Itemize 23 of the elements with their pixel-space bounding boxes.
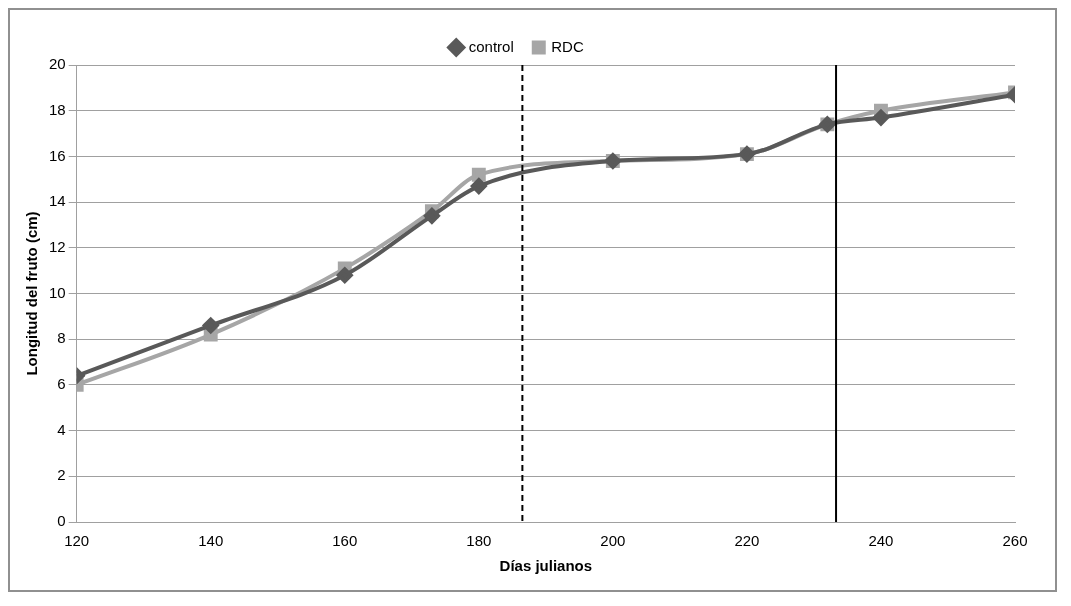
- y-tick-label: 12: [49, 237, 66, 255]
- y-tick-label: 6: [57, 375, 66, 393]
- y-tick-label: 18: [49, 100, 66, 118]
- y-tick-label: 14: [49, 192, 66, 210]
- y-tick-label: 16: [49, 146, 66, 164]
- y-tick-label: 0: [57, 512, 66, 530]
- legend-label: RDC: [551, 37, 584, 55]
- x-tick-label: 140: [198, 532, 224, 550]
- y-tick-label: 2: [57, 466, 66, 484]
- x-axis-title: Días julianos: [499, 557, 593, 575]
- x-tick-label: 240: [868, 532, 894, 550]
- y-tick-label: 20: [49, 55, 66, 73]
- y-tick-label: 4: [57, 420, 66, 438]
- x-tick-label: 120: [64, 532, 90, 550]
- y-axis-title: Longitud del fruto (cm): [23, 211, 41, 376]
- y-tick-label: 10: [49, 283, 66, 301]
- x-tick-label: 260: [1002, 532, 1028, 550]
- x-tick-label: 180: [466, 532, 492, 550]
- x-tick-label: 200: [600, 532, 626, 550]
- legend-label: control: [468, 37, 514, 55]
- y-tick-label: 8: [57, 329, 66, 347]
- x-tick-label: 160: [332, 532, 358, 550]
- x-tick-label: 220: [734, 532, 760, 550]
